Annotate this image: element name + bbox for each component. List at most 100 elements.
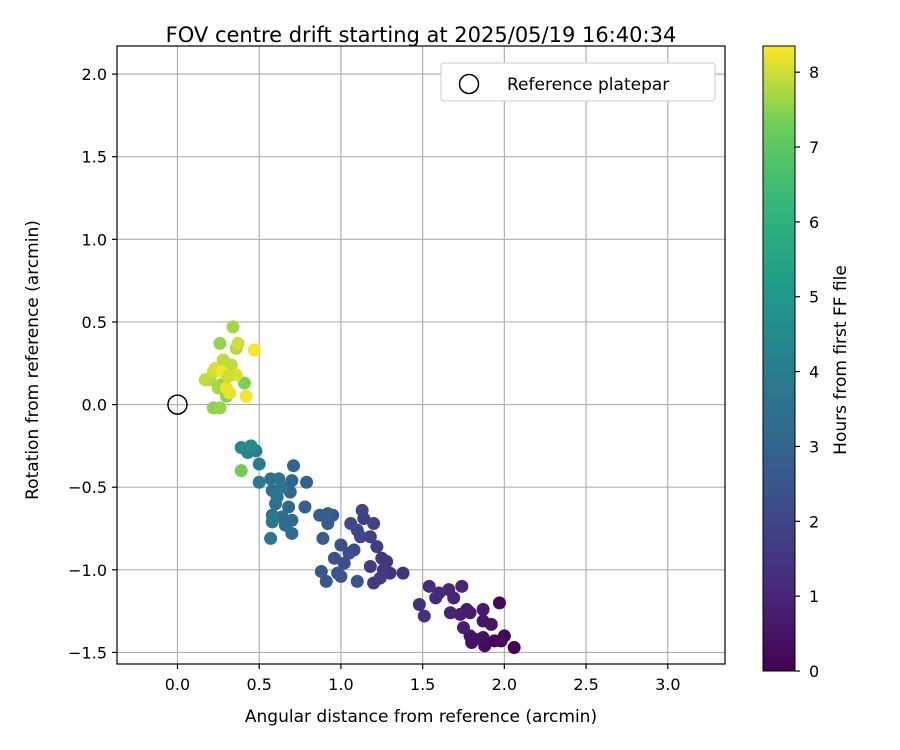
y-tick-label: 1.5 (82, 148, 107, 167)
data-point (220, 381, 234, 395)
data-point (363, 560, 377, 574)
data-point (198, 373, 212, 387)
data-point (327, 551, 341, 565)
data-point (316, 531, 330, 545)
data-point (282, 500, 296, 514)
data-point (244, 439, 258, 453)
colorbar-title: Hours from first FF file (831, 265, 851, 455)
data-point (367, 576, 381, 590)
y-tick-label: −0.5 (68, 478, 107, 497)
data-point (275, 510, 289, 524)
data-point (252, 475, 266, 489)
axis-ticks: 0.0 0.5 1.0 1.5 2.0 2.5 3.0 −1.5 −1.0 −0.5 0.0 0.5 1… (68, 65, 680, 694)
colorbar-tick-label: 8 (809, 63, 819, 82)
legend: Reference platepar (440, 62, 716, 102)
data-point (247, 343, 261, 357)
data-point (314, 564, 328, 578)
data-point (226, 320, 240, 334)
data-point (337, 556, 351, 570)
y-tick-label: 2.0 (82, 65, 107, 84)
scatter-points (198, 320, 521, 654)
data-point (417, 609, 431, 623)
x-tick-label: 1.0 (328, 675, 353, 694)
data-point (275, 480, 289, 494)
x-tick-label: 0.0 (165, 675, 190, 694)
data-point (224, 358, 238, 372)
data-point (370, 540, 384, 554)
colorbar-tick-label: 0 (809, 662, 819, 681)
colorbar-tick-label: 7 (809, 138, 819, 157)
y-tick-label: −1.5 (68, 643, 107, 662)
x-tick-label: 2.5 (573, 675, 598, 694)
data-point (443, 606, 457, 620)
colorbar-tick-label: 2 (809, 512, 819, 531)
x-tick-label: 1.5 (410, 675, 435, 694)
data-point (298, 500, 312, 514)
colorbar-tick-label: 3 (809, 437, 819, 456)
colorbar-gradient (762, 45, 796, 672)
y-tick-label: 1.0 (82, 230, 107, 249)
data-point (442, 583, 456, 597)
data-point (355, 503, 369, 517)
data-point (492, 596, 506, 610)
data-point (363, 530, 377, 544)
reference-platepar-marker (167, 394, 188, 415)
data-point (412, 598, 426, 612)
data-point (507, 640, 521, 654)
data-point (344, 517, 358, 531)
colorbar-tick-label: 5 (809, 288, 819, 307)
x-tick-label: 0.5 (246, 675, 271, 694)
data-point (342, 546, 356, 560)
data-point (476, 614, 490, 628)
data-point (234, 464, 248, 478)
data-point (488, 634, 502, 648)
y-tick-label: 0.0 (82, 396, 107, 415)
legend-entry: Reference platepar (507, 75, 669, 95)
data-point (300, 475, 314, 489)
y-tick-label: −1.0 (68, 561, 107, 580)
data-point (264, 531, 278, 545)
colorbar: 0 1 2 3 4 5 6 7 8 Hours from first FF file (762, 45, 851, 681)
data-point (321, 517, 335, 531)
legend-box (440, 62, 716, 102)
data-point (497, 629, 511, 643)
x-axis-title: Angular distance from reference (arcmin) (245, 707, 597, 727)
data-point (285, 474, 299, 488)
y-tick-label: 0.5 (82, 313, 107, 332)
colorbar-ticks: 0 1 2 3 4 5 6 7 8 (795, 63, 819, 681)
data-point (367, 517, 381, 531)
x-tick-label: 2.0 (492, 675, 517, 694)
data-point (287, 459, 301, 473)
y-axis-title: Rotation from reference (arcmin) (23, 220, 43, 500)
colorbar-tick-label: 1 (809, 587, 819, 606)
grid (117, 46, 725, 664)
data-point (319, 574, 333, 588)
legend-marker (458, 73, 480, 95)
data-point (334, 538, 348, 552)
data-point (265, 515, 279, 529)
colorbar-tick-label: 6 (809, 213, 819, 232)
data-point (237, 376, 251, 390)
data-point (456, 621, 470, 635)
data-point (350, 574, 364, 588)
data-point (396, 566, 410, 580)
data-point (239, 389, 253, 403)
data-point (234, 441, 248, 455)
data-point (270, 490, 284, 504)
chart-title: FOV centre drift starting at 2025/05/19 … (166, 23, 677, 47)
data-point (453, 607, 467, 621)
data-point (213, 401, 227, 415)
data-point (221, 369, 235, 383)
data-point (375, 551, 389, 565)
data-point (422, 579, 436, 593)
data-point (231, 336, 245, 350)
data-point (334, 569, 348, 583)
data-point (321, 507, 335, 521)
x-tick-label: 3.0 (655, 675, 680, 694)
data-point (252, 457, 266, 471)
colorbar-tick-label: 4 (809, 363, 819, 382)
data-point (213, 336, 227, 350)
data-point (429, 591, 443, 605)
